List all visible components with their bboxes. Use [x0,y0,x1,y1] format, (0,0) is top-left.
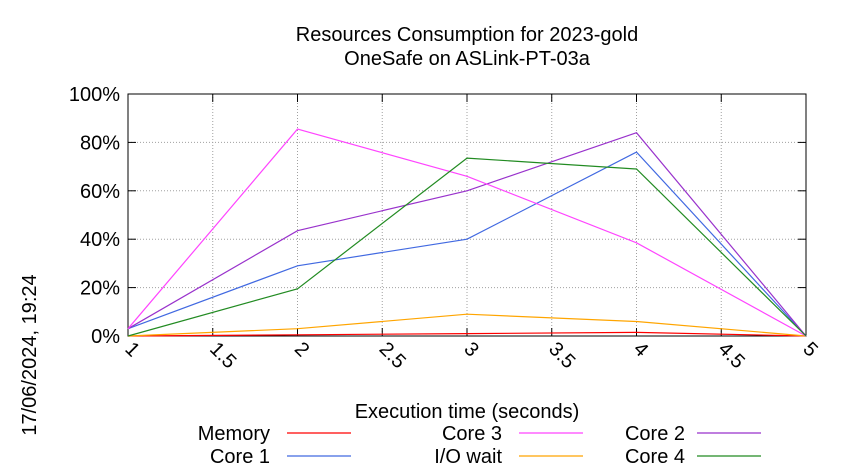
legend-label-core-3: Core 3 [442,423,502,445]
y-tick-label: 100% [69,84,120,106]
x-tick-label: 4 [629,338,652,361]
x-tick-label: 2.5 [375,338,410,373]
series-line-core-3 [127,128,807,337]
grid [127,93,807,337]
y-tick-label: 60% [80,181,120,203]
x-tick-label: 1.5 [205,338,240,373]
legend-label-core-2: Core 2 [625,423,685,445]
chart-subtitle: OneSafe on ASLink-PT-03a [344,48,591,70]
series-line-core-2 [127,131,807,337]
x-tick-label: 1 [120,338,143,361]
series-line-memory [127,331,807,337]
x-tick-label: 4.5 [714,338,749,373]
x-tick-label: 3 [459,338,482,361]
y-tick-label: 20% [80,278,120,300]
series-lines [127,128,807,337]
y-tick-label: 0% [91,326,120,348]
x-tick-label: 2 [290,338,313,361]
series-line-i-o-wait [127,313,807,337]
y-tick-label: 80% [80,132,120,154]
legend-label-i-o-wait: I/O wait [434,446,502,468]
chart-title: Resources Consumption for 2023-gold [296,24,638,46]
y-tick-label: 40% [80,229,120,251]
timestamp-label: 17/06/2024, 19:24 [19,274,41,435]
legend-label-core-4: Core 4 [625,446,685,468]
legend-label-memory: Memory [198,423,270,445]
series-line-core-1 [127,151,807,337]
legend-label-core-1: Core 1 [210,446,270,468]
series-line-core-4 [127,157,807,337]
axes: 0% 20% 40% 60% 80% 100% 1 1.5 2 2.5 3 3.5 4 4.5 5 [69,84,822,373]
x-tick-label: 5 [798,338,821,361]
plot-border [127,93,807,337]
x-axis-label: Execution time (seconds) [355,401,580,423]
x-tick-label: 3.5 [544,338,579,373]
